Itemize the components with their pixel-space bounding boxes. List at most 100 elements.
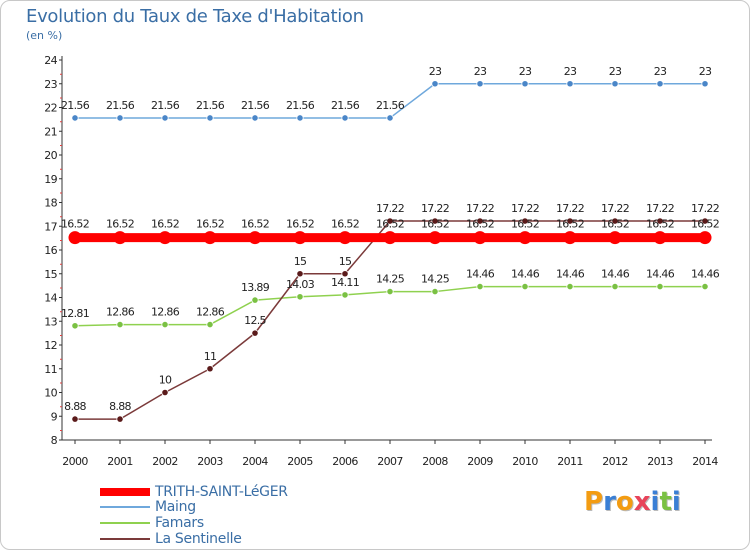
brand-letter: i (650, 487, 660, 517)
data-point (428, 231, 442, 245)
data-point (473, 231, 487, 245)
data-label: 21.56 (61, 99, 90, 112)
data-label: 16.52 (331, 218, 359, 231)
data-label: 13.89 (241, 281, 270, 294)
x-tick-label: 2014 (692, 455, 718, 468)
data-point (431, 217, 439, 225)
data-point (521, 217, 529, 225)
data-point (611, 217, 619, 225)
x-tick-label: 2000 (62, 455, 88, 468)
data-point (296, 293, 304, 301)
data-point (341, 114, 349, 122)
data-point (206, 114, 214, 122)
x-tick-label: 2007 (377, 455, 403, 468)
data-label: 23 (474, 65, 487, 78)
data-label: 17.22 (601, 202, 629, 215)
series-line-3 (75, 220, 705, 420)
x-tick-label: 2013 (647, 455, 673, 468)
data-point (656, 282, 664, 291)
x-tick-label: 2003 (197, 455, 223, 468)
data-point (161, 388, 169, 397)
data-point (341, 270, 349, 278)
data-label: 16.52 (61, 218, 89, 231)
data-point (701, 80, 709, 88)
y-tick-label: 24 (44, 54, 57, 67)
data-label: 17.22 (421, 202, 449, 215)
data-label: 17.22 (376, 202, 404, 215)
data-point (251, 114, 259, 122)
data-label: 11 (204, 350, 217, 363)
data-point (296, 114, 304, 122)
x-tick-label: 2010 (512, 455, 538, 468)
data-label: 16.52 (286, 218, 314, 231)
y-tick-label: 20 (44, 149, 57, 162)
legend-label-sentinelle: La Sentinelle (155, 531, 242, 547)
legend-item-trith: TRITH-SAINT-LéGER (100, 484, 288, 500)
data-label: 23 (429, 65, 442, 78)
data-point (563, 231, 577, 245)
x-tick-label: 2009 (467, 455, 493, 468)
data-point (431, 287, 439, 296)
y-tick-label: 9 (51, 410, 58, 423)
data-label: 14.25 (376, 273, 405, 286)
data-label: 16.52 (376, 218, 404, 231)
legend-label-trith: TRITH-SAINT-LéGER (155, 484, 288, 500)
data-point (701, 282, 709, 291)
y-tick-label: 17 (44, 220, 57, 233)
data-point (341, 291, 349, 299)
data-point (608, 231, 622, 245)
data-point (476, 80, 484, 88)
x-tick-label: 2002 (152, 455, 178, 468)
y-tick-label: 13 (44, 315, 57, 328)
data-label: 14.46 (646, 268, 675, 281)
data-label: 21.56 (106, 99, 135, 112)
legend-item-maing: Maing (100, 499, 196, 515)
data-point (566, 80, 574, 88)
data-label: 21.56 (376, 99, 405, 112)
x-tick-label: 2012 (602, 455, 628, 468)
data-label: 21.56 (151, 99, 180, 112)
data-label: 16.52 (691, 218, 719, 231)
data-point (293, 231, 307, 245)
data-point (206, 365, 214, 373)
axes: 8 9 10 11 12 13 14 15 16 17 18 19 20 21 22 23 24 2000 2001… (44, 54, 719, 468)
x-tick-label: 2008 (422, 455, 448, 468)
data-point (383, 231, 397, 245)
y-tick-label: 15 (44, 268, 57, 281)
y-tick-label: 11 (44, 363, 57, 376)
data-point (161, 320, 169, 329)
data-label: 16.52 (151, 218, 179, 231)
data-point (203, 231, 217, 245)
data-label: 14.11 (331, 276, 359, 289)
data-point (656, 217, 664, 225)
data-point (71, 114, 79, 122)
y-tick-label: 10 (44, 387, 57, 400)
data-label: 17.22 (556, 202, 584, 215)
legend-swatch-trith (100, 488, 150, 496)
data-label: 16.52 (556, 218, 584, 231)
data-label: 16.52 (421, 218, 449, 231)
data-label: 14.03 (286, 278, 315, 291)
data-point (701, 217, 709, 225)
data-label: 16.52 (196, 218, 224, 231)
data-label: 14.46 (601, 268, 630, 281)
data-point (521, 282, 529, 291)
brand-logo: Proxiti (584, 487, 681, 517)
data-point (611, 80, 619, 88)
x-tick-label: 2006 (332, 455, 358, 468)
data-label: 16.52 (466, 218, 494, 231)
data-point (71, 415, 79, 423)
data-point (521, 80, 529, 88)
y-tick-label: 18 (44, 197, 57, 210)
data-label: 16.52 (646, 218, 674, 231)
legend-label-famars: Famars (155, 515, 204, 531)
data-label: 15 (339, 255, 352, 268)
brand-letter: P (584, 487, 604, 517)
chart-title: Evolution du Taux de Taxe d'Habitation (26, 6, 364, 27)
y-tick-label: 23 (44, 78, 57, 91)
x-tick-label: 2001 (107, 455, 133, 468)
data-label: 8.88 (64, 400, 86, 413)
data-label: 12.86 (196, 306, 225, 319)
